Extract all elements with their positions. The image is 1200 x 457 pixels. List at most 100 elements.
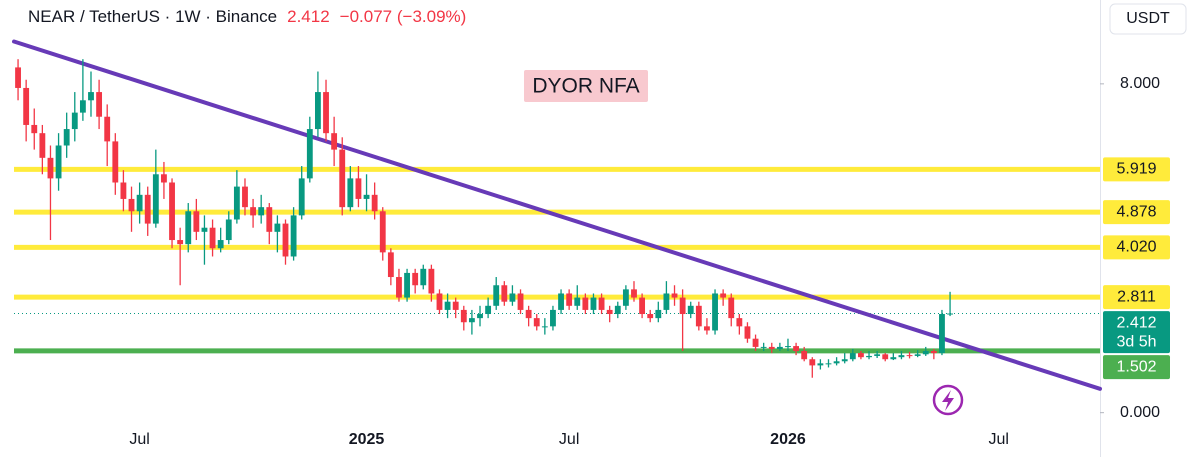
candle-body <box>793 346 799 352</box>
candle-body <box>274 223 281 232</box>
candle-body <box>930 351 937 354</box>
price-chip <box>1103 235 1170 260</box>
candle-body <box>614 305 621 315</box>
candle-body <box>890 357 897 360</box>
price-chip <box>1103 311 1170 354</box>
candle-body <box>493 285 500 306</box>
candle-body <box>136 194 143 212</box>
price-chip <box>1103 285 1170 310</box>
candle-body <box>169 182 175 241</box>
candle-body <box>128 198 135 212</box>
candle-body <box>898 355 905 358</box>
candle-body <box>833 361 840 364</box>
candle-body <box>452 301 459 310</box>
price-chip-label: 2.811 <box>1117 288 1156 305</box>
candle-body <box>558 293 564 310</box>
trendline <box>12 39 1102 391</box>
candle-body <box>639 297 646 315</box>
candle-body <box>412 272 419 286</box>
candle-body <box>785 346 791 348</box>
candle-body <box>866 355 872 358</box>
candle-body <box>566 293 573 306</box>
candle-body <box>339 149 346 208</box>
candle-body <box>671 293 678 298</box>
candle-body <box>849 353 856 360</box>
candle-body <box>550 309 556 327</box>
candle-body <box>193 211 200 232</box>
candle-body <box>355 178 362 199</box>
candle-body <box>744 326 751 339</box>
candle-body <box>655 309 662 319</box>
candle-body <box>209 227 216 249</box>
candle-body <box>647 314 654 319</box>
candle-body <box>679 297 686 315</box>
price-chip-label: 2.412 <box>1116 314 1156 331</box>
annotation: DYOR NFA <box>532 75 639 98</box>
candle-body <box>39 133 46 158</box>
price-chip-label: 4.020 <box>1116 239 1156 256</box>
candle-body <box>371 194 378 212</box>
candle-body <box>266 207 273 232</box>
lightning-icon <box>932 384 964 416</box>
currency-box <box>1109 3 1187 35</box>
candle-body <box>79 100 86 113</box>
candle-body <box>177 240 184 245</box>
candle-body <box>161 174 167 183</box>
candle-body <box>436 293 443 310</box>
candle-body <box>606 309 613 315</box>
candle-body <box>776 346 783 349</box>
candle-body <box>590 297 597 310</box>
price-chip <box>1103 355 1170 380</box>
candle-body <box>23 87 30 125</box>
candle-body <box>225 219 232 241</box>
candle-body <box>712 293 718 331</box>
candle-body <box>704 326 710 331</box>
candle-body <box>858 353 864 358</box>
candle-body <box>331 133 338 150</box>
candle-body <box>104 116 111 142</box>
candle-body <box>347 178 354 208</box>
candle-body <box>622 289 629 306</box>
candle-body <box>939 314 945 354</box>
candle-body <box>290 215 297 257</box>
candle-body <box>760 346 767 348</box>
y-tick-label: 8.000 <box>1120 75 1160 92</box>
plot-area <box>12 39 1102 391</box>
candle-body <box>517 293 524 310</box>
candle-body <box>460 309 467 323</box>
candle-body <box>379 211 386 253</box>
candle-body <box>404 272 410 298</box>
candle-body <box>809 359 816 366</box>
price-chip-label: 4.878 <box>1116 203 1156 220</box>
candle-body <box>841 359 848 362</box>
price-chip-label: 1.502 <box>1116 358 1156 375</box>
candle-body <box>71 112 78 130</box>
candle-body <box>233 186 240 220</box>
candle-body <box>258 207 265 216</box>
candle-body <box>63 129 70 146</box>
candle-body <box>88 92 94 101</box>
x-tick-label: Jul <box>129 431 149 448</box>
candle-body <box>922 351 929 355</box>
candle-body <box>144 194 151 224</box>
candle-body <box>396 277 402 298</box>
candle-body <box>736 318 743 327</box>
candle-body <box>468 318 475 323</box>
overlay: DYOR NFA NEAR / TetherUS · 1W · Binance 2… <box>28 3 1187 416</box>
symbol-title: NEAR / TetherUS · 1W · Binance <box>28 7 277 26</box>
candle-body <box>31 124 38 134</box>
price-chip-label: 5.919 <box>1116 161 1156 178</box>
candle-body <box>752 338 759 347</box>
candle-body <box>120 182 127 199</box>
header: NEAR / TetherUS · 1W · Binance 2.412 −0.07… <box>28 7 466 26</box>
candle-body <box>47 157 54 179</box>
candle-body <box>906 355 913 357</box>
candle-body <box>306 129 313 179</box>
annotation-box <box>524 70 648 102</box>
candle-body <box>817 363 824 366</box>
candle-body <box>201 227 208 232</box>
candle-body <box>15 67 21 88</box>
candle-body <box>315 92 321 130</box>
candle-body <box>541 326 548 328</box>
